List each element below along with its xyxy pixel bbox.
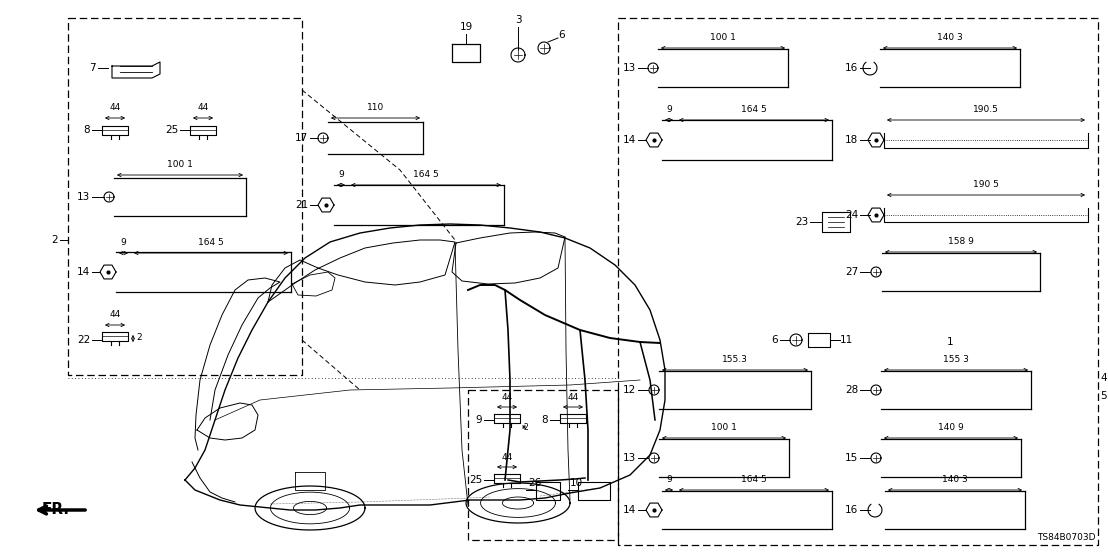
Text: 140 9: 140 9 xyxy=(938,423,964,432)
Text: 14: 14 xyxy=(76,267,90,277)
Text: 2: 2 xyxy=(51,235,58,245)
Text: 9: 9 xyxy=(121,238,126,247)
Text: 22: 22 xyxy=(76,335,90,345)
Text: 17: 17 xyxy=(295,133,308,143)
Text: 9: 9 xyxy=(666,475,671,484)
Text: 12: 12 xyxy=(623,385,636,395)
Text: 2: 2 xyxy=(523,423,527,433)
Text: 164 5: 164 5 xyxy=(413,170,439,179)
Text: 11: 11 xyxy=(840,335,853,345)
Text: 155.3: 155.3 xyxy=(722,355,748,364)
Text: 44: 44 xyxy=(502,453,513,462)
Text: 9: 9 xyxy=(666,105,671,114)
Text: 13: 13 xyxy=(623,63,636,73)
Text: 24: 24 xyxy=(844,210,858,220)
Text: 164 5: 164 5 xyxy=(741,475,767,484)
Text: 100 1: 100 1 xyxy=(167,160,193,169)
Text: 28: 28 xyxy=(844,385,858,395)
Text: 140 3: 140 3 xyxy=(937,33,963,42)
Text: 16: 16 xyxy=(844,63,858,73)
Text: 2: 2 xyxy=(136,334,142,342)
Text: 13: 13 xyxy=(623,453,636,463)
Text: 9: 9 xyxy=(338,170,343,179)
Text: 3: 3 xyxy=(515,15,521,25)
Text: 1: 1 xyxy=(946,337,953,347)
Text: 18: 18 xyxy=(844,135,858,145)
Text: 27: 27 xyxy=(844,267,858,277)
Text: 110: 110 xyxy=(367,103,384,112)
Text: 6: 6 xyxy=(771,335,778,345)
Text: 158 9: 158 9 xyxy=(948,237,974,246)
Text: 44: 44 xyxy=(197,103,208,112)
Text: 14: 14 xyxy=(623,135,636,145)
Text: 25: 25 xyxy=(469,475,482,485)
Text: 8: 8 xyxy=(542,415,548,425)
Text: 13: 13 xyxy=(76,192,90,202)
Text: 23: 23 xyxy=(794,217,808,227)
Text: 8: 8 xyxy=(83,125,90,135)
Text: 6: 6 xyxy=(558,30,565,40)
Text: 155 3: 155 3 xyxy=(943,355,968,364)
Text: 140 3: 140 3 xyxy=(942,475,968,484)
Text: 100 1: 100 1 xyxy=(710,33,736,42)
Text: 9: 9 xyxy=(475,415,482,425)
Text: 10: 10 xyxy=(570,478,583,488)
Text: 21: 21 xyxy=(295,200,308,210)
Text: TS84B0703D: TS84B0703D xyxy=(1037,533,1096,542)
Text: 15: 15 xyxy=(844,453,858,463)
Text: 190 5: 190 5 xyxy=(973,180,999,189)
Text: 26: 26 xyxy=(529,478,541,488)
Text: 5: 5 xyxy=(1100,391,1107,401)
Text: 44: 44 xyxy=(502,393,513,402)
Text: 164 5: 164 5 xyxy=(741,105,767,114)
Text: FR.: FR. xyxy=(42,502,70,517)
Text: 44: 44 xyxy=(567,393,578,402)
Text: 7: 7 xyxy=(90,63,96,73)
Text: 164 5: 164 5 xyxy=(198,238,224,247)
Text: 25: 25 xyxy=(165,125,178,135)
Text: 4: 4 xyxy=(1100,373,1107,383)
Text: 190.5: 190.5 xyxy=(973,105,999,114)
Text: 44: 44 xyxy=(110,103,121,112)
Text: 44: 44 xyxy=(110,310,121,319)
Text: 19: 19 xyxy=(460,22,473,32)
Text: 14: 14 xyxy=(623,505,636,515)
Text: 16: 16 xyxy=(844,505,858,515)
Text: 100 1: 100 1 xyxy=(711,423,737,432)
